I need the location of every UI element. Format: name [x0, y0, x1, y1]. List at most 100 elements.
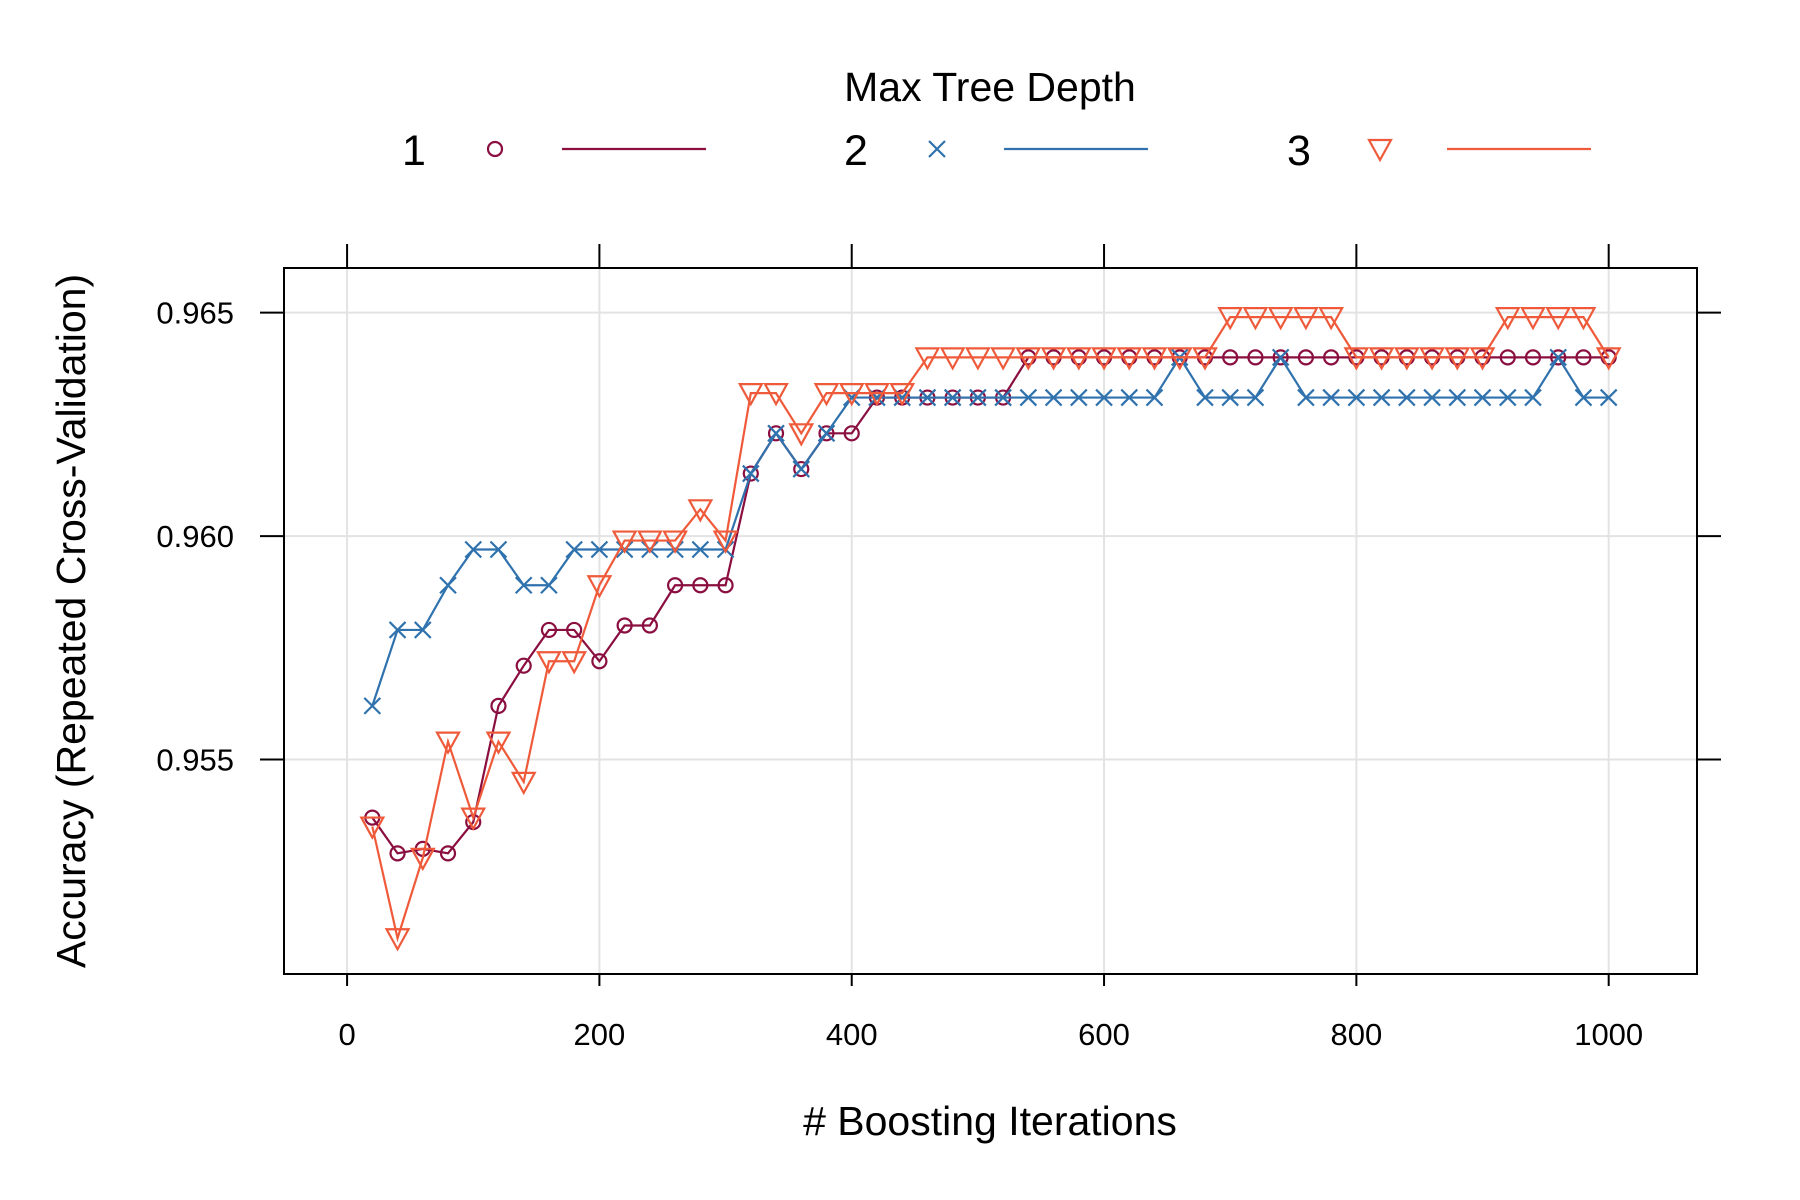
data-point	[742, 465, 759, 482]
data-point	[1393, 347, 1420, 371]
x-tick-label: 200	[574, 1017, 626, 1052]
data-point	[943, 388, 962, 407]
data-point	[566, 621, 583, 639]
legend: 1 2 3	[402, 127, 1591, 175]
x-tick-label: 0	[338, 1017, 355, 1052]
data-point	[561, 651, 588, 675]
data-point	[838, 383, 865, 407]
series-line	[371, 355, 1609, 707]
y-axis-title: Accuracy (Repeated Cross-Validation)	[48, 274, 94, 968]
grid	[284, 268, 1697, 974]
y-tick-label: 0.965	[156, 296, 234, 331]
data-point	[1570, 307, 1597, 331]
data-point	[793, 460, 810, 478]
data-point	[717, 577, 734, 594]
data-point	[1343, 347, 1370, 371]
data-point	[1246, 388, 1265, 407]
data-point	[1448, 388, 1467, 407]
data-point	[1524, 388, 1542, 407]
data-point	[1293, 307, 1319, 331]
data-point	[1166, 347, 1193, 371]
data-point	[510, 771, 537, 796]
data-point	[464, 540, 483, 559]
data-point	[1247, 349, 1264, 366]
data-point	[918, 388, 937, 407]
legend-item-2: 2	[844, 127, 1148, 175]
plot-frame	[283, 267, 1698, 975]
data-point	[490, 697, 507, 714]
data-point	[813, 383, 840, 407]
data-point	[1473, 388, 1492, 407]
data-point	[1550, 349, 1567, 366]
data-point	[767, 425, 785, 442]
data-point	[687, 499, 714, 523]
data-point	[540, 576, 558, 595]
data-point	[965, 347, 991, 371]
data-point	[641, 617, 658, 634]
data-point	[1323, 349, 1340, 366]
data-point	[515, 657, 532, 674]
data-point	[514, 576, 533, 595]
data-point	[1499, 349, 1516, 366]
data-point	[889, 383, 916, 407]
data-point	[591, 653, 608, 670]
legend-marker	[928, 140, 946, 158]
legend-marker	[1367, 138, 1393, 163]
data-point	[1044, 388, 1063, 407]
data-point	[1040, 347, 1067, 371]
data-point	[1267, 307, 1294, 331]
data-point	[1494, 307, 1521, 331]
x-tick-label: 400	[826, 1017, 878, 1052]
data-point	[843, 425, 860, 442]
y-tick-label: 0.960	[156, 519, 234, 554]
data-point	[990, 347, 1016, 371]
legend-label: 2	[844, 127, 868, 175]
data-point	[485, 731, 512, 755]
data-point	[763, 383, 789, 407]
x-tick-label: 800	[1330, 1017, 1382, 1052]
data-point	[413, 621, 432, 639]
legend-label: 3	[1287, 127, 1311, 175]
data-point	[994, 388, 1012, 407]
data-point	[1070, 388, 1088, 407]
axis-ticks: 0 200 400 600 800 1000 0.955 0.960 0.965	[156, 244, 1721, 1052]
data-point	[1120, 388, 1139, 407]
series-1	[364, 349, 1617, 862]
series-line	[371, 356, 1609, 855]
data-point	[1398, 388, 1416, 407]
data-point	[1222, 349, 1239, 366]
data-point	[969, 388, 987, 407]
series-line	[371, 316, 1610, 943]
data-point	[1322, 388, 1340, 407]
data-point	[586, 575, 613, 599]
data-point	[435, 731, 461, 755]
legend-item-1: 1	[402, 127, 706, 175]
data-point	[1145, 388, 1164, 407]
data-point	[737, 383, 764, 407]
data-point	[662, 530, 688, 554]
data-point	[1095, 388, 1113, 407]
data-point	[1444, 347, 1471, 371]
data-point	[389, 845, 406, 862]
data-point	[409, 847, 436, 872]
data-point	[590, 540, 609, 559]
data-point	[788, 423, 815, 447]
data-point	[1368, 347, 1395, 371]
data-point	[692, 577, 709, 594]
series-2	[363, 348, 1618, 715]
data-point	[792, 460, 811, 478]
legend-title: Max Tree Depth	[844, 64, 1136, 110]
y-tick-label: 0.955	[156, 743, 234, 778]
data-point	[637, 530, 663, 554]
data-point	[1221, 388, 1239, 407]
data-point	[1318, 307, 1344, 331]
data-point	[1575, 349, 1592, 366]
data-point	[1015, 347, 1042, 371]
data-point	[1599, 388, 1618, 407]
data-point	[1192, 347, 1218, 371]
data-point	[439, 845, 457, 862]
data-point	[767, 424, 785, 443]
data-point	[1549, 348, 1567, 367]
